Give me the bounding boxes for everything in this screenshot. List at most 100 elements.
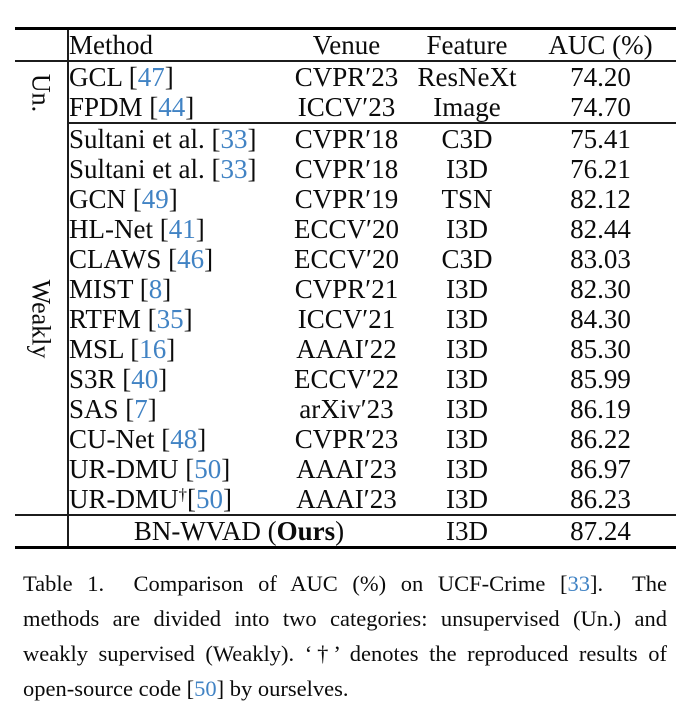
citation-link[interactable]: 50: [194, 453, 222, 484]
caption-line-3: weakly supervised (Weakly). ‘†’ denotes …: [23, 641, 667, 666]
auc-cell: 86.22: [570, 423, 631, 454]
cite-bracket-close: ]: [204, 243, 214, 274]
citation-link[interactable]: 48: [170, 423, 198, 454]
citation-link[interactable]: 33: [567, 571, 591, 596]
auc-cell: 82.44: [570, 213, 631, 244]
cite-bracket-open: [: [187, 483, 197, 514]
auc-cell: 83.03: [570, 243, 631, 274]
venue-cell: ICCV′21: [297, 303, 396, 334]
cite-bracket-open: [: [161, 243, 178, 274]
feature-cell: Image: [409, 92, 525, 124]
citation-link[interactable]: 44: [158, 91, 186, 122]
auc-cell: 76.21: [570, 153, 631, 184]
method-name: HL-Net: [69, 213, 153, 244]
citation-link[interactable]: 49: [141, 183, 169, 214]
method-name: GCL: [69, 61, 122, 92]
ours-row: BN-WVAD (Ours) I3D 87.24: [15, 514, 676, 548]
cite-bracket-close: ]: [168, 183, 178, 214]
venue-cell: ECCV′20: [294, 243, 399, 274]
feature-cell: I3D: [446, 453, 488, 484]
method-name: CLAWS: [69, 243, 162, 274]
method-cell: UR-DMU†[50]: [68, 484, 284, 515]
cite-bracket-close: ]: [164, 61, 174, 92]
auc-cell: 86.19: [570, 393, 631, 424]
method-name: RTFM: [69, 303, 141, 334]
method-cell: CLAWS [46]: [68, 244, 284, 274]
table-row: CU-Net [48] CVPR′23 I3D 86.22: [15, 424, 676, 454]
citation-link[interactable]: 50: [196, 483, 224, 514]
feature-cell: I3D: [446, 153, 488, 184]
table-row: UR-DMU [50] AAAI′23 I3D 86.97: [15, 454, 676, 484]
method-name: UR-DMU: [69, 453, 179, 484]
venue-cell: CVPR′21: [294, 273, 399, 304]
cite-bracket-open: [: [178, 453, 195, 484]
cite-bracket-close: ]: [183, 303, 193, 334]
cite-bracket-open: [: [204, 153, 221, 184]
group-label-un: Un.: [26, 73, 56, 112]
method-cell: FPDM [44]: [68, 91, 284, 124]
auc-cell: 86.23: [570, 483, 631, 514]
cite-bracket-open: [: [154, 423, 171, 454]
venue-cell: CVPR′23: [294, 423, 399, 454]
cite-bracket-close: ]: [247, 123, 257, 154]
table-row: Weakly Sultani et al. [33] CVPR′18 C3D 7…: [15, 123, 676, 516]
cite-bracket-open: [: [115, 363, 132, 394]
auc-cell: 85.99: [570, 363, 631, 394]
col-header-auc: AUC (%): [525, 28, 676, 62]
citation-link[interactable]: 35: [156, 303, 184, 334]
citation-link[interactable]: 16: [139, 333, 167, 364]
method-name: CU-Net: [69, 423, 155, 454]
citation-link[interactable]: 33: [220, 153, 248, 184]
group-label-weakly: Weakly: [26, 279, 56, 358]
col-header-method: Method: [68, 28, 284, 62]
cite-bracket-open: [: [122, 61, 138, 92]
table-row: S3R [40] ECCV′22 I3D 85.99: [15, 364, 676, 394]
feature-cell: I3D: [446, 303, 488, 334]
venue-cell: arXiv′23: [299, 393, 394, 424]
venue-cell: ICCV′23: [284, 92, 409, 124]
feature-cell: I3D: [446, 273, 488, 304]
method-name: GCN: [69, 183, 127, 214]
feature-cell: I3D: [409, 514, 525, 548]
venue-cell: CVPR′18: [294, 153, 399, 184]
feature-cell: I3D: [446, 423, 488, 454]
caption-line-2: methods are divided into two categories:…: [23, 606, 667, 631]
table-row: SAS [7] arXiv′23 I3D 86.19: [15, 394, 676, 424]
method-cell: HL-Net [41]: [68, 214, 284, 244]
method-name: FPDM: [69, 91, 143, 122]
cite-bracket-close: ]: [166, 333, 176, 364]
cite-bracket-open: [: [126, 183, 142, 214]
cite-bracket-close: ]: [185, 91, 195, 122]
citation-link[interactable]: 47: [137, 61, 165, 92]
citation-link[interactable]: 50: [194, 676, 217, 701]
venue-cell: CVPR′18: [294, 123, 399, 154]
citation-link[interactable]: 33: [220, 123, 248, 154]
citation-link[interactable]: 41: [168, 213, 196, 244]
method-name: Sultani et al.: [69, 123, 205, 154]
table-row: Sultani et al. [33] CVPR′18 I3D 76.21: [15, 154, 676, 184]
auc-cell: 85.30: [570, 333, 631, 364]
group-cell-weakly: Weakly: [15, 123, 69, 516]
cite-bracket-open: [: [152, 213, 169, 244]
method-cell: CU-Net [48]: [68, 424, 284, 454]
venue-cell: AAAI′22: [296, 333, 397, 364]
cite-bracket-close: ]: [195, 213, 205, 244]
citation-link[interactable]: 7: [134, 393, 148, 424]
venue-cell: ECCV′22: [294, 363, 399, 394]
auc-cell-best: 87.24: [525, 514, 676, 548]
venue-cell: CVPR′19: [294, 183, 399, 214]
method-name: MSL: [69, 333, 124, 364]
citation-link[interactable]: 8: [148, 273, 163, 304]
cite-bracket-open: [: [133, 273, 149, 304]
table-row: MIST [8] CVPR′21 I3D 82.30: [15, 274, 676, 304]
caption-text: Table 1. Comparison of AUC (%) on UCF-Cr…: [23, 571, 568, 596]
cite-bracket-close: ]: [197, 423, 207, 454]
citation-link[interactable]: 46: [177, 243, 205, 274]
caption-line-1: Table 1. Comparison of AUC (%) on UCF-Cr…: [23, 566, 667, 601]
cite-bracket-open: [: [118, 393, 135, 424]
citation-link[interactable]: 40: [131, 363, 159, 394]
dagger-mark: †: [178, 484, 188, 504]
table-row: CLAWS [46] ECCV′20 C3D 83.03: [15, 244, 676, 274]
col-header-venue: Venue: [284, 28, 409, 62]
